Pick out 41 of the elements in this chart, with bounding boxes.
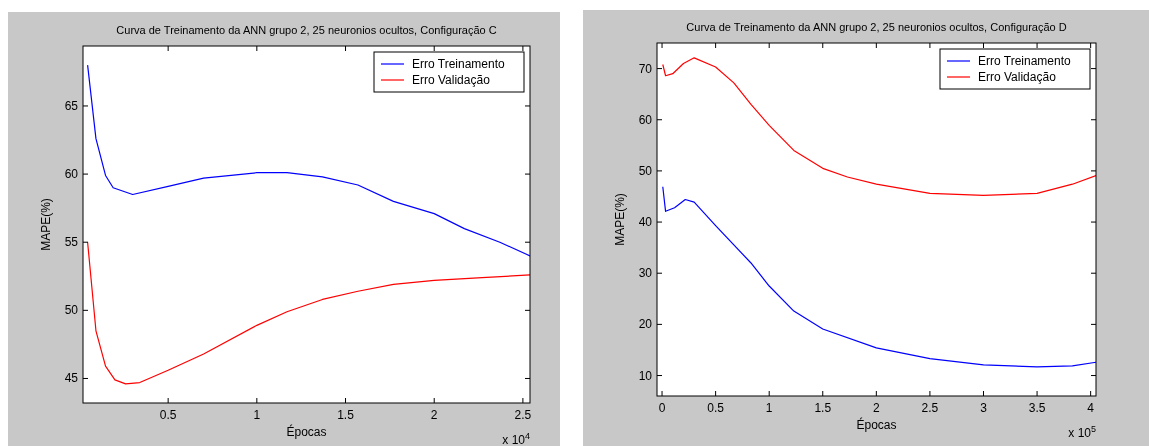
legend-label: Erro Treinamento — [978, 54, 1072, 68]
y-tick-label: 60 — [638, 112, 653, 127]
x-tick-label: 0.5 — [159, 408, 177, 422]
y-tick-label: 70 — [638, 61, 653, 76]
x-tick-label: 4 — [1087, 401, 1095, 415]
legend-label: Erro Validação — [412, 73, 491, 87]
chart-title: Curva de Treinamento da ANN grupo 2, 25 neuronios ocultos, Configuração D — [686, 21, 1067, 33]
x-tick-label: 1.5 — [337, 408, 355, 422]
y-tick-label: 20 — [638, 317, 653, 332]
line-series — [87, 241, 530, 385]
x-axis-title: Épocas — [856, 417, 897, 432]
x-tick-label: 2.5 — [921, 401, 939, 415]
x-tick-label: 3.5 — [1028, 401, 1046, 415]
y-axis-title: MAPE(%) — [39, 198, 53, 251]
x-tick-label: 2.5 — [514, 408, 532, 422]
x-tick-label: 1 — [253, 408, 261, 422]
line-series — [662, 57, 1096, 197]
y-tick-label: 40 — [638, 215, 653, 230]
x-axis-title: Épocas — [286, 424, 327, 439]
y-tick-label: 60 — [64, 167, 79, 182]
x-tick-label: 2 — [430, 408, 438, 422]
y-tick-label: 50 — [64, 303, 79, 318]
line-series — [662, 186, 1096, 368]
x-tick-label: 3 — [980, 401, 988, 415]
x-tick-label: 1.5 — [814, 401, 832, 415]
x-tick-label: 2 — [873, 401, 880, 415]
text: x 10$^{5}$ — [1068, 424, 1096, 440]
y-tick-label: 65 — [64, 98, 79, 113]
chart-title: Curva de Treinamento da ANN grupo 2, 25 neuronios ocultos, Configuração C — [116, 24, 497, 36]
legend-label: Erro Treinamento — [412, 57, 506, 71]
y-tick-label: 30 — [638, 266, 653, 281]
y-tick-label: 10 — [638, 368, 653, 383]
y-tick-label: 45 — [64, 371, 79, 386]
y-axis-title: MAPE(%) — [613, 193, 627, 246]
x-tick-label: 0 — [658, 401, 666, 415]
x-tick-label: 0.5 — [707, 401, 725, 415]
text: x 10$^{4}$ — [502, 431, 530, 446]
legend-label: Erro Validação — [978, 70, 1057, 84]
y-tick-label: 55 — [64, 235, 79, 250]
y-tick-label: 50 — [638, 163, 653, 178]
x-tick-label: 1 — [765, 401, 773, 415]
